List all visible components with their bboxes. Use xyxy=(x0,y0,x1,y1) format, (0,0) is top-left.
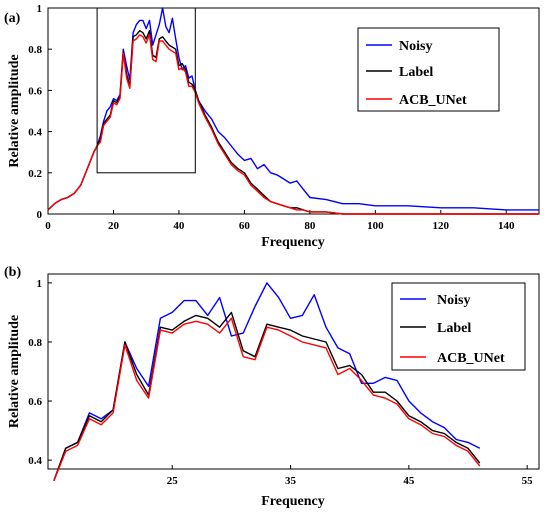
y-tick-label: 0.6 xyxy=(28,85,42,97)
legend: Noisy Label ACB_UNet xyxy=(391,282,526,371)
x-tick-label: 140 xyxy=(498,220,515,232)
panel-label: (b) xyxy=(4,265,21,280)
x-tick-label: 45 xyxy=(403,475,415,487)
y-tick-label: 0.4 xyxy=(28,127,42,139)
series-line-acb-unet xyxy=(47,34,539,215)
legend-label: Label xyxy=(399,65,433,80)
y-tick-label: 1 xyxy=(37,3,43,15)
legend-label: Noisy xyxy=(437,293,470,308)
y-axis-label: Relative amplitude xyxy=(7,315,22,428)
x-tick-label: 20 xyxy=(108,220,120,232)
x-tick-label: 35 xyxy=(285,475,297,487)
x-tick-label: 0 xyxy=(45,220,51,232)
y-tick-label: 0.8 xyxy=(28,44,42,56)
y-tick-label: 1 xyxy=(37,278,43,290)
y-tick-label: 0.4 xyxy=(28,455,42,467)
y-tick-label: 0.8 xyxy=(28,337,42,349)
plot-frame xyxy=(47,273,540,470)
x-tick-label: 60 xyxy=(239,220,251,232)
legend-box xyxy=(357,27,500,112)
legend: Noisy Label ACB_UNet xyxy=(357,27,500,112)
legend-label: ACB_UNet xyxy=(399,93,467,108)
series-line-label xyxy=(53,311,481,482)
x-tick-label: 25 xyxy=(167,475,179,487)
legend-label: Label xyxy=(437,321,471,336)
series-line-noisy xyxy=(47,7,539,211)
x-axis-label: Frequency xyxy=(261,235,325,250)
x-tick-label: 55 xyxy=(522,475,534,487)
legend-label: Noisy xyxy=(399,39,432,54)
x-tick-label: 120 xyxy=(433,220,450,232)
chart-panel-b: (b) 25 35 45 55 0.4 0.6 0.8 1 Frequency Relative a… xyxy=(4,265,540,509)
x-tick-label: 80 xyxy=(304,220,316,232)
panel-label: (a) xyxy=(4,11,21,26)
y-tick-label: 0.2 xyxy=(28,168,42,180)
y-tick-label: 0 xyxy=(37,209,43,221)
chart-panel-a: (a) 0 20 40 60 80 100 120 140 0 0.2 0.4 0.6 0.8 1 Frequ… xyxy=(4,3,540,250)
zoom-box xyxy=(96,7,196,174)
x-tick-label: 100 xyxy=(367,220,384,232)
series-line-acb-unet xyxy=(53,317,481,482)
y-tick-label: 0.6 xyxy=(28,396,42,408)
x-axis-label: Frequency xyxy=(261,494,325,509)
legend-label: ACB_UNet xyxy=(437,351,505,366)
y-axis-label: Relative amplitude xyxy=(7,54,22,167)
plot-frame xyxy=(47,7,540,215)
x-tick-label: 40 xyxy=(173,220,185,232)
